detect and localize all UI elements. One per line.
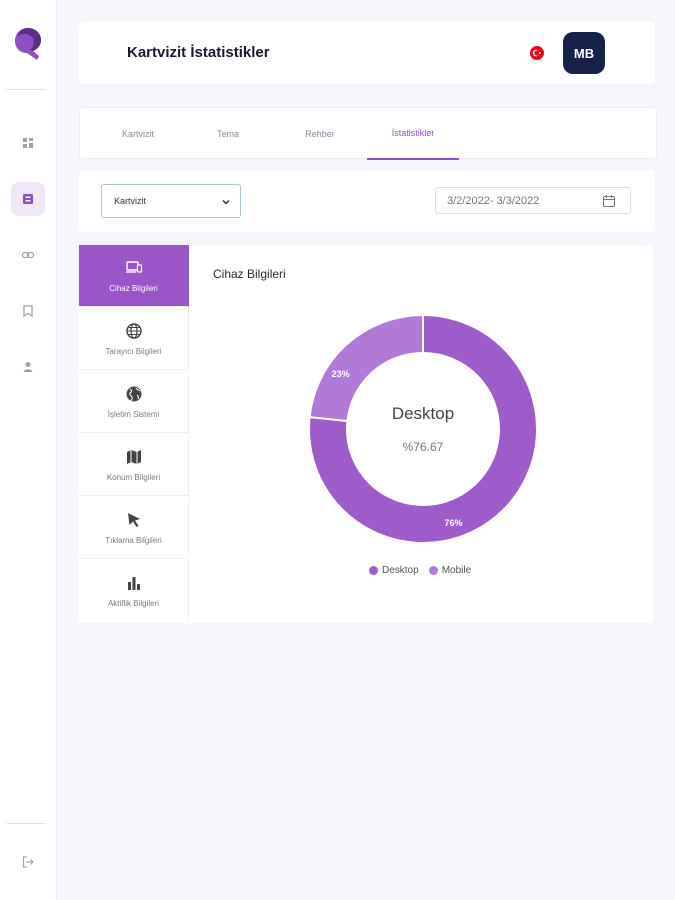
chart-title: Cihaz Bilgileri xyxy=(213,267,286,281)
sidebar-item-profile[interactable] xyxy=(11,350,45,384)
tab-kartvizit[interactable]: Kartvizit xyxy=(121,129,154,139)
tab-istatistikler[interactable]: İstatistikler xyxy=(367,108,459,160)
sidebar-item-links[interactable] xyxy=(11,238,45,272)
flag-crescent-icon xyxy=(532,49,541,57)
devices-icon xyxy=(125,260,142,273)
tab-bar: Kartvizit Tema Rehber İstatistikler xyxy=(79,107,657,160)
legend-dot xyxy=(369,566,378,575)
stat-tab-aktiflik[interactable]: Aktiflik Bilgileri xyxy=(79,560,189,622)
book-icon xyxy=(23,305,33,318)
legend-item-desktop[interactable]: Desktop xyxy=(369,565,419,576)
user-icon xyxy=(23,362,33,372)
chart-legend: Desktop Mobile xyxy=(369,565,471,576)
dashboard-icon xyxy=(23,138,33,148)
stats-panel: Cihaz Bilgileri Tarayıcı Bilgileri İşlet… xyxy=(79,245,653,623)
card-select[interactable]: Kartvizit xyxy=(101,184,241,218)
sidebar xyxy=(0,0,57,900)
donut-center-value: %76.67 xyxy=(403,440,444,454)
language-flag-icon[interactable] xyxy=(530,46,544,60)
stat-tab-label: Tıklama Bilgileri xyxy=(105,535,162,545)
page-title: Kartvizit İstatistikler xyxy=(127,44,270,61)
sidebar-item-card[interactable] xyxy=(11,182,45,216)
user-avatar[interactable]: MB xyxy=(563,32,605,74)
card-icon xyxy=(23,194,33,204)
date-range-value: 3/2/2022- 3/3/2022 xyxy=(447,194,540,207)
stat-tab-tiklama[interactable]: Tıklama Bilgileri xyxy=(79,497,189,559)
stat-tab-label: Cihaz Bilgileri xyxy=(109,283,158,293)
tab-rehber[interactable]: Rehber xyxy=(305,129,335,139)
donut-center-label: Desktop xyxy=(392,404,454,423)
legend-label: Desktop xyxy=(382,565,419,576)
sidebar-divider-bottom xyxy=(6,823,46,824)
stat-tab-label: İşletim Sistemi xyxy=(107,409,160,419)
legend-label: Mobile xyxy=(441,565,472,576)
legend-item-mobile[interactable]: Mobile xyxy=(428,565,472,576)
earth-icon xyxy=(126,386,141,401)
date-range-picker[interactable]: 3/2/2022- 3/3/2022 xyxy=(435,187,631,214)
cursor-icon xyxy=(127,512,140,527)
stat-tab-konum[interactable]: Konum Bilgileri xyxy=(79,434,189,496)
donut-slice-label-mobile: 23% xyxy=(332,369,350,379)
chevron-down-icon xyxy=(222,199,230,205)
stat-tab-label: Aktiflik Bilgileri xyxy=(107,599,160,608)
sidebar-item-dashboard[interactable] xyxy=(11,126,45,160)
donut-slice-label-desktop: 76% xyxy=(444,518,462,528)
donut-slice-desktop[interactable] xyxy=(308,313,538,544)
page-header: Kartvizit İstatistikler MB xyxy=(79,22,655,84)
map-icon xyxy=(126,449,141,464)
donut-slice-mobile[interactable] xyxy=(308,313,424,423)
logout-icon xyxy=(22,856,34,868)
bar-chart-icon xyxy=(127,577,140,590)
stat-tab-label: Tarayıcı Bilgileri xyxy=(105,346,162,356)
sidebar-divider xyxy=(6,89,46,90)
card-select-value: Kartvizit xyxy=(114,196,147,206)
device-donut-chart: 76% 23% Desktop %76.67 xyxy=(308,313,538,544)
tab-tema[interactable]: Tema xyxy=(216,129,239,139)
legend-dot xyxy=(428,566,438,575)
stat-tab-isletim[interactable]: İşletim Sistemi xyxy=(79,371,189,433)
brand-logo[interactable] xyxy=(13,26,43,62)
link-icon xyxy=(21,251,35,259)
globe-icon xyxy=(125,322,142,339)
stat-tab-label: Konum Bilgileri xyxy=(106,472,161,482)
filter-bar: Kartvizit 3/2/2022- 3/3/2022 xyxy=(79,170,655,232)
logout-button[interactable] xyxy=(11,845,45,879)
stat-tab-tarayici[interactable]: Tarayıcı Bilgileri xyxy=(79,308,189,370)
calendar-icon xyxy=(602,195,616,208)
stat-tab-cihaz[interactable]: Cihaz Bilgileri xyxy=(79,245,189,307)
sidebar-item-contacts[interactable] xyxy=(11,294,45,328)
